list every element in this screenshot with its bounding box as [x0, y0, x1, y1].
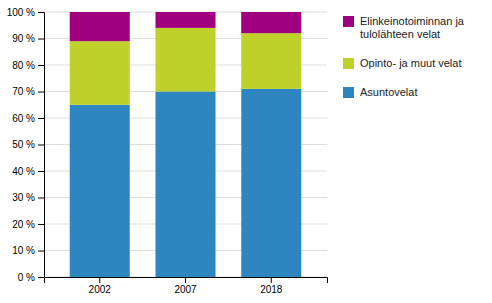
tick-mark — [271, 277, 272, 283]
tick: 70 % — [12, 86, 44, 97]
tick-label: 30 % — [12, 192, 35, 203]
plot: 0 % 10 % 20 % 30 % 40 % 50 % 60 % 70 % 80 % 90 % 1… — [7, 7, 328, 295]
bar — [155, 12, 215, 28]
tick: 60 % — [12, 113, 44, 124]
tick: 100 % — [7, 7, 44, 18]
axis-line — [38, 13, 45, 278]
bar — [70, 105, 130, 277]
tick-label: 100 % — [7, 7, 35, 18]
grid — [44, 12, 327, 277]
tick-mark — [38, 12, 44, 13]
tick: 90 % — [12, 33, 44, 44]
tick-mark — [38, 277, 44, 278]
tick-label: 10 % — [12, 245, 35, 256]
tick: 80 % — [12, 60, 44, 71]
tick: 50 % — [12, 139, 44, 150]
legend-label: Opinto- ja muut velat — [360, 57, 462, 69]
tick-label: 50 % — [12, 139, 35, 150]
legend-swatch — [343, 16, 354, 27]
series — [70, 12, 302, 41]
series — [70, 89, 302, 277]
legend-item: Elinkeinotoiminnan jatulolähteen velat — [343, 15, 465, 40]
bar — [241, 89, 301, 277]
tick-label: 90 % — [12, 33, 35, 44]
tick-mark — [38, 39, 44, 40]
tick-mark — [38, 145, 44, 146]
x-axis: 2002 2007 2018 — [45, 277, 328, 295]
bar — [241, 33, 301, 89]
tick-mark — [38, 118, 44, 119]
chart: 0 % 10 % 20 % 30 % 40 % 50 % 60 % 70 % 80 % 90 % 1… — [0, 0, 492, 303]
tick-mark — [185, 277, 186, 283]
tick-label: 2002 — [89, 284, 112, 295]
y-axis: 0 % 10 % 20 % 30 % 40 % 50 % 60 % 70 % 80 % 90 % 1… — [7, 7, 45, 283]
tick-label: 70 % — [12, 86, 35, 97]
bars — [70, 12, 302, 277]
tick-label: 0 % — [18, 272, 35, 283]
legend-swatch — [343, 58, 354, 69]
bar — [70, 41, 130, 105]
tick-mark — [38, 251, 44, 252]
tick-label: 2018 — [260, 284, 283, 295]
legend-item: Asuntovelat — [343, 86, 417, 98]
tick: 10 % — [12, 245, 44, 256]
bar — [155, 92, 215, 278]
legend: Elinkeinotoiminnan jatulolähteen velat Op… — [343, 15, 465, 98]
tick-label: 80 % — [12, 60, 35, 71]
tick-mark — [38, 171, 44, 172]
legend-label: Asuntovelat — [360, 86, 417, 98]
axis-line — [45, 278, 328, 284]
tick: 40 % — [12, 166, 44, 177]
legend-item: Opinto- ja muut velat — [343, 57, 462, 69]
tick: 30 % — [12, 192, 44, 203]
tick: 0 % — [18, 272, 44, 283]
tick-label: 2007 — [174, 284, 197, 295]
tick-mark — [38, 198, 44, 199]
tick: 2007 — [174, 277, 197, 295]
legend-swatch — [343, 87, 354, 98]
tick: 2018 — [260, 277, 283, 295]
legend-label: Elinkeinotoiminnan jatulolähteen velat — [360, 15, 465, 40]
bar — [70, 12, 130, 41]
bar — [155, 28, 215, 92]
tick: 20 % — [12, 219, 44, 230]
tick-mark — [99, 277, 100, 283]
tick-mark — [38, 65, 44, 66]
tick-mark — [38, 224, 44, 225]
tick-mark — [38, 92, 44, 93]
tick-label: 20 % — [12, 219, 35, 230]
tick-label: 60 % — [12, 113, 35, 124]
tick: 2002 — [89, 277, 112, 295]
bar — [241, 12, 301, 33]
tick-label: 40 % — [12, 166, 35, 177]
